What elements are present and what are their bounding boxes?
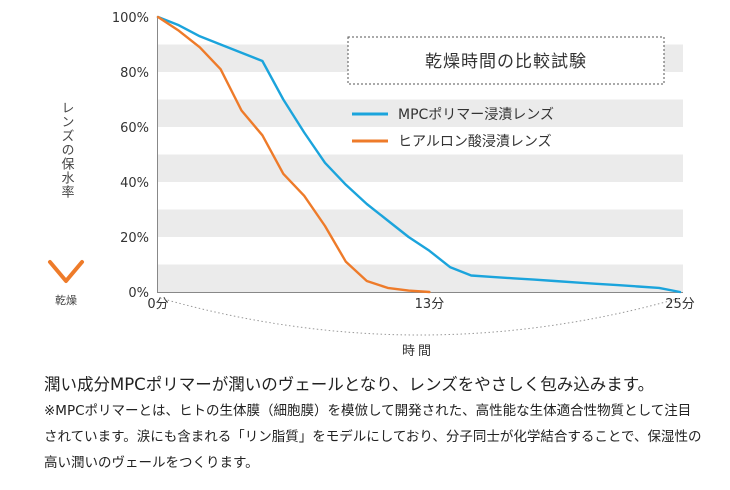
legend-label: ヒアルロン酸浸漬レンズ	[398, 134, 552, 150]
series-line-2	[156, 15, 431, 294]
grid-band	[158, 209, 683, 237]
x-tick-label: 0分	[147, 297, 168, 312]
dry-time-chart: 0% 20% 40% 60% 80% 100% レンズの保水率 乾燥 0分 13分 25分 時…	[48, 11, 695, 359]
x-axis-label: 時間	[402, 344, 434, 359]
grid-band	[158, 154, 683, 182]
caption-main-text: 潤い成分MPCポリマーが潤いのヴェールとなり、レンズをやさしく包み込みます。	[44, 375, 655, 394]
y-tick-labels: 0% 20% 40% 60% 80% 100%	[112, 11, 149, 301]
x-tick-labels: 0分 13分 25分	[147, 297, 694, 312]
x-tick-label: 13分	[415, 297, 445, 312]
y-tick-label: 0%	[128, 286, 149, 301]
series-lines	[156, 15, 682, 294]
grid-band	[158, 99, 683, 127]
y-tick-label: 80%	[120, 66, 149, 81]
y-tick-label: 60%	[120, 121, 149, 136]
y-axis-arrow-label: 乾燥	[55, 294, 77, 307]
time-arc	[159, 297, 681, 336]
series-line-1	[156, 15, 682, 294]
y-tick-label: 40%	[120, 176, 149, 191]
caption: 潤い成分MPCポリマーが潤いのヴェールとなり、レンズをやさしく包み込みます。 ※…	[44, 372, 704, 476]
caption-note-text: ※MPCポリマーとは、ヒトの生体膜（細胞膜）を模倣して開発された、高性能な生体適…	[44, 403, 702, 471]
y-tick-label: 100%	[112, 11, 149, 26]
grid-band	[158, 264, 683, 292]
x-tick-label: 25分	[665, 297, 695, 312]
chart-title-box: 乾燥時間の比較試験	[347, 36, 665, 85]
chart-title: 乾燥時間の比較試験	[425, 52, 587, 72]
y-tick-label: 20%	[120, 231, 149, 246]
legend-label: MPCポリマー浸漬レンズ	[398, 107, 554, 123]
y-axis-label: レンズの保水率	[59, 101, 75, 199]
y-axis-arrow: レンズの保水率 乾燥	[48, 42, 84, 307]
